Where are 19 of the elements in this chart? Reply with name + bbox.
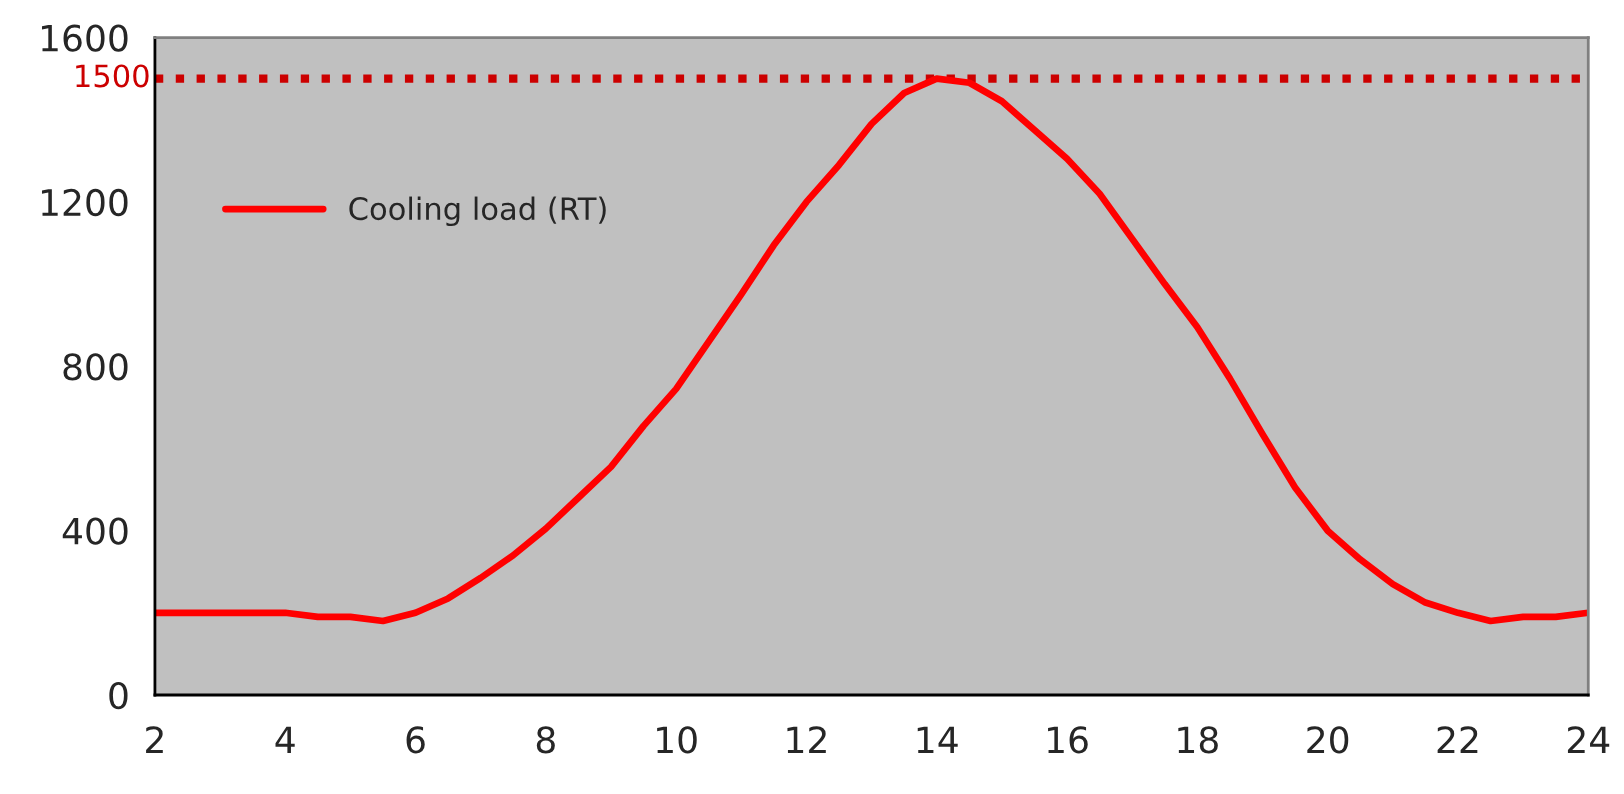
x-tick-label: 18 [1178,726,1218,754]
x-tick-label: 14 [917,726,958,753]
x-tick-label: 24 [1567,726,1610,753]
legend-label: Cooling load (RT) [349,196,606,227]
y-tick-label: 400 [62,517,128,545]
x-tick-label: 20 [1307,726,1349,754]
x-tick-label: 16 [1048,726,1088,754]
x-tick-label: 8 [536,726,555,754]
x-tick-label: 4 [275,726,295,753]
y-tick-label: 0 [109,681,128,710]
y-tick-label: 1600 [41,24,128,52]
x-tick-label: 10 [657,726,697,754]
ref-line-label: 1500 [76,64,149,88]
y-tick-label: 800 [63,353,128,381]
x-tick-label: 2 [146,726,163,753]
x-tick-label: 12 [787,726,826,753]
x-tick-label: 6 [406,726,425,754]
x-tick-label: 22 [1437,726,1478,753]
y-tick-label: 1200 [41,188,128,217]
